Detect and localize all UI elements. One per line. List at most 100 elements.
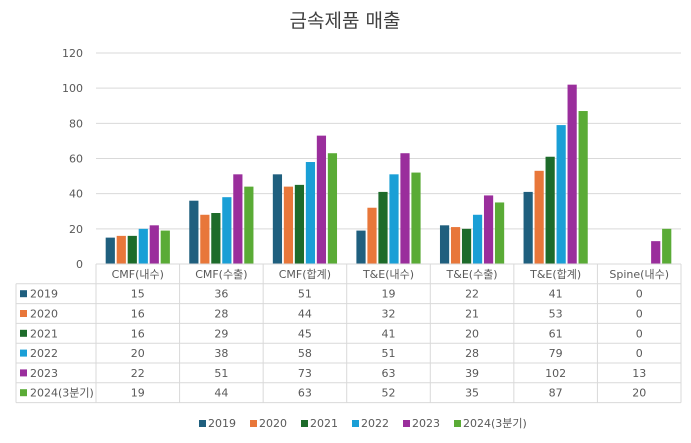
table-legend-key xyxy=(20,290,27,298)
gridlines xyxy=(96,52,681,230)
bar xyxy=(211,213,221,264)
data-label: 61 xyxy=(549,327,563,340)
bar xyxy=(327,153,338,264)
data-label: 16 xyxy=(131,308,145,321)
legend-entry: 2022 xyxy=(361,417,389,430)
x-tick-label: Spine(내수) xyxy=(609,268,669,281)
legend: 2019 2020 2021 2022 2023 2024(3분기) xyxy=(199,417,527,430)
bar xyxy=(523,191,533,264)
data-label: 0 xyxy=(636,308,643,321)
bar xyxy=(578,111,588,265)
data-label: 20 xyxy=(632,387,646,400)
data-label: 52 xyxy=(382,387,396,400)
data-label: 16 xyxy=(131,327,145,340)
bar xyxy=(411,172,421,264)
bar xyxy=(222,197,232,264)
data-label: 41 xyxy=(549,288,563,301)
bar xyxy=(545,156,555,264)
y-tick-label: 0 xyxy=(76,258,83,271)
bar xyxy=(483,195,494,264)
bar xyxy=(138,228,148,264)
data-label: 22 xyxy=(465,288,479,301)
data-label: 21 xyxy=(465,308,479,321)
data-label: 53 xyxy=(549,308,563,321)
x-tick-label: T&E(내수) xyxy=(362,268,414,281)
data-label: 13 xyxy=(632,367,646,380)
data-label: 20 xyxy=(131,347,145,360)
x-tick-label: T&E(합계) xyxy=(529,268,581,281)
data-table: CMF(내수) CMF(수출) CMF(합계) T&E(내수) T&E(수출) T&E(합… xyxy=(15,263,682,404)
data-label: 51 xyxy=(382,347,396,360)
bar xyxy=(294,184,305,264)
data-label: 20 xyxy=(465,327,479,340)
bar xyxy=(400,153,410,264)
table-legend-key xyxy=(20,310,27,317)
bar xyxy=(272,174,283,264)
bar xyxy=(567,84,577,265)
data-label: 29 xyxy=(214,327,228,340)
table-legend-key xyxy=(20,329,27,337)
bar xyxy=(189,200,199,264)
table-series-label: 2019 xyxy=(30,288,58,301)
bar xyxy=(662,228,672,264)
bar xyxy=(389,174,399,264)
data-label: 0 xyxy=(636,327,643,340)
data-label: 79 xyxy=(549,347,563,360)
x-tick-label: CMF(수출) xyxy=(195,268,247,281)
data-label: 63 xyxy=(382,367,396,380)
data-label: 32 xyxy=(382,308,396,321)
y-tick-label: 40 xyxy=(69,188,83,201)
y-tick-label: 120 xyxy=(62,47,83,60)
y-tick-label: 100 xyxy=(62,82,83,95)
data-label: 15 xyxy=(131,288,145,301)
data-label: 28 xyxy=(465,347,479,360)
table-legend-key xyxy=(20,349,27,357)
legend-swatch xyxy=(352,420,359,427)
data-label: 51 xyxy=(214,367,228,380)
data-label: 63 xyxy=(298,387,312,400)
legend-entry: 2023 xyxy=(412,417,440,430)
bar xyxy=(305,162,316,264)
legend-swatch xyxy=(199,420,206,427)
bar xyxy=(160,230,170,264)
data-label: 28 xyxy=(214,308,228,321)
legend-entry: 2019 xyxy=(208,417,236,430)
data-label: 0 xyxy=(636,347,643,360)
table-series-label: 2020 xyxy=(30,308,58,321)
bar xyxy=(450,227,461,264)
bar xyxy=(356,230,366,264)
data-label: 41 xyxy=(382,327,396,340)
data-label: 73 xyxy=(298,367,312,380)
data-label: 19 xyxy=(131,387,145,400)
y-tick-label: 20 xyxy=(69,223,83,236)
data-label: 44 xyxy=(298,308,312,321)
legend-swatch xyxy=(403,420,410,427)
legend-entry: 2024(3분기) xyxy=(463,417,527,430)
bar xyxy=(378,191,388,264)
table-series-label: 2022 xyxy=(30,347,58,360)
bar xyxy=(127,235,137,264)
data-label: 58 xyxy=(298,347,312,360)
bar xyxy=(149,225,159,264)
bar xyxy=(283,186,294,264)
data-label: 102 xyxy=(545,367,566,380)
legend-swatch xyxy=(301,420,308,427)
bar xyxy=(233,174,243,264)
bars xyxy=(105,84,672,265)
bar xyxy=(534,170,544,264)
bar xyxy=(105,237,115,264)
data-label: 22 xyxy=(131,367,145,380)
bar xyxy=(116,235,126,264)
bar xyxy=(472,214,483,264)
bar xyxy=(316,135,327,264)
data-label: 35 xyxy=(465,387,479,400)
bar xyxy=(556,125,566,264)
table-series-label: 2024(3분기) xyxy=(30,387,94,400)
table-series-label: 2021 xyxy=(30,327,58,340)
legend-swatch xyxy=(250,420,257,427)
data-label: 45 xyxy=(298,327,312,340)
data-label: 44 xyxy=(214,387,228,400)
legend-entry: 2020 xyxy=(259,417,287,430)
